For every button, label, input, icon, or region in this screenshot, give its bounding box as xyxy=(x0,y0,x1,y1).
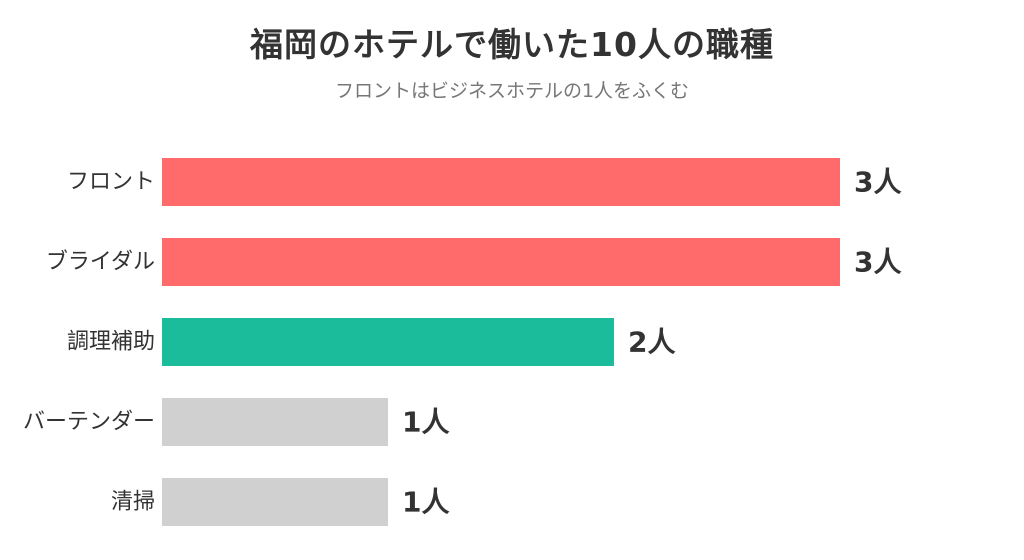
value-label-3: 1人 xyxy=(402,406,449,439)
category-label-4: 清掃 xyxy=(111,490,155,515)
category-label-3: バーテンダー xyxy=(23,410,155,435)
bar-2 xyxy=(162,318,614,366)
bar-0 xyxy=(162,158,840,206)
category-label-2: 調理補助 xyxy=(67,330,155,355)
category-label-0: フロント xyxy=(67,170,155,195)
chart-subtitle: フロントはビジネスホテルの1人をふくむ xyxy=(334,80,690,102)
bar-1 xyxy=(162,238,840,286)
bar-4 xyxy=(162,478,388,526)
bar-3 xyxy=(162,398,388,446)
chart-title: 福岡のホテルで働いた10人の職種 xyxy=(250,25,774,64)
category-label-1: ブライダル xyxy=(46,250,155,275)
value-label-0: 3人 xyxy=(854,166,901,199)
value-label-2: 2人 xyxy=(628,326,675,359)
value-label-1: 3人 xyxy=(854,246,901,279)
value-label-4: 1人 xyxy=(402,486,449,519)
